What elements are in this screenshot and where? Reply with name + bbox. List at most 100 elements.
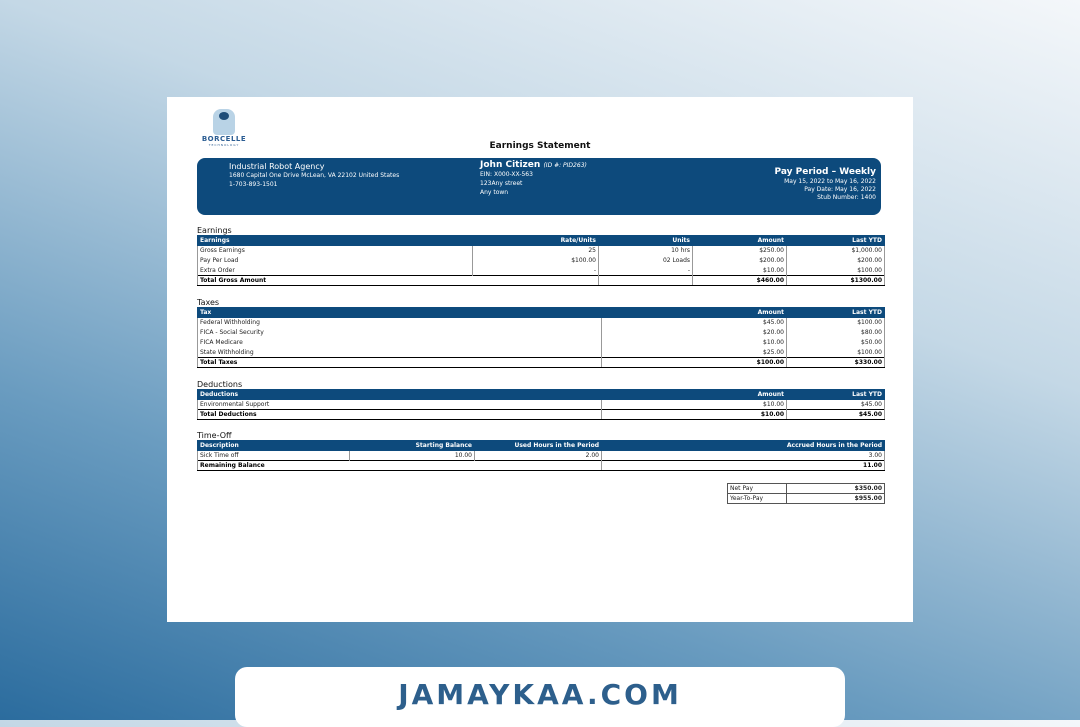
table-row: Pay Per Load $100.00 02 Loads $200.00 $200.0… [197, 255, 885, 266]
deductions-section: Deductions Deductions Amount Last YTD Envi… [197, 380, 885, 420]
col-header: Tax [197, 307, 602, 318]
earnings-statement: BORCELLE TECHNOLOGY Earnings Statement I… [167, 97, 913, 622]
cell: Sick Time off [197, 450, 350, 461]
cell: 3.00 [601, 450, 885, 461]
total-row: Total Deductions $10.00 $45.00 [197, 409, 885, 420]
pay-period-title: Pay Period – Weekly [774, 167, 876, 177]
net-pay-summary: Net Pay $350.00 Year-To-Pay $955.00 [727, 483, 885, 504]
cell: Gross Earnings [197, 245, 473, 256]
cell: Total Deductions [197, 409, 602, 420]
employee-street: 123Any street [480, 180, 523, 187]
stub-number: Stub Number: 1400 [817, 194, 876, 201]
cell: FICA - Social Security [197, 327, 602, 338]
cell: $200.00 [692, 255, 787, 266]
table-row: Federal Withholding $45.00 $100.00 [197, 317, 885, 328]
cell: $10.00 [601, 399, 787, 410]
cell: 11.00 [601, 460, 885, 471]
company-info: Industrial Robot Agency 1680 Capital One… [229, 162, 399, 189]
cell: Year-To-Pay [727, 493, 787, 504]
cell: State Withholding [197, 347, 602, 358]
year-to-pay-row: Year-To-Pay $955.00 [727, 493, 885, 504]
col-header: Used Hours in the Period [474, 440, 602, 451]
deductions-table: Deductions Amount Last YTD Environmental S… [197, 389, 885, 420]
earnings-table: Earnings Rate/Units Units Amount Last YTD Gr… [197, 235, 885, 286]
cell: 02 Loads [598, 255, 693, 266]
total-row: Remaining Balance 11.00 [197, 460, 885, 471]
pay-period-range: May 15, 2022 to May 16, 2022 [784, 178, 876, 185]
cell: $955.00 [786, 493, 885, 504]
employee-info: John Citizen (ID #: PID263) EIN: X000-XX… [480, 161, 587, 197]
cell: $50.00 [786, 337, 885, 348]
cell: $20.00 [601, 327, 787, 338]
timeoff-section: Time-Off Description Starting Balance Used… [197, 431, 885, 471]
employee-ein: EIN: X000-XX-563 [480, 171, 533, 178]
employee-id: (ID #: PID263) [543, 162, 587, 169]
company-logo: BORCELLE TECHNOLOGY [200, 109, 248, 147]
net-pay-row: Net Pay $350.00 [727, 483, 885, 494]
col-header: Amount [601, 307, 787, 318]
col-header: Amount [692, 235, 787, 246]
section-heading: Taxes [197, 298, 220, 307]
cell: $80.00 [786, 327, 885, 338]
col-header: Description [197, 440, 350, 451]
employee-name: John Citizen [480, 160, 541, 170]
cell [598, 275, 693, 286]
table-row: FICA Medicare $10.00 $50.00 [197, 337, 885, 348]
company-address: 1680 Capital One Drive McLean, VA 22102 … [229, 172, 400, 179]
section-heading: Time-Off [197, 431, 232, 440]
earnings-section: Earnings Earnings Rate/Units Units Amount La… [197, 226, 885, 286]
cell: FICA Medicare [197, 337, 602, 348]
table-row: Sick Time off 10.00 2.00 3.00 [197, 450, 885, 461]
taxes-section: Taxes Tax Amount Last YTD Federal Withhold… [197, 298, 885, 368]
cell: $10.00 [601, 337, 787, 348]
cell: $45.00 [601, 317, 787, 328]
company-name: Industrial Robot Agency [229, 162, 325, 171]
cell: Federal Withholding [197, 317, 602, 328]
cell: - [598, 265, 693, 276]
col-header: Deductions [197, 389, 602, 400]
cell: Environmental Support [197, 399, 602, 410]
logo-sub: TECHNOLOGY [208, 143, 240, 147]
table-row: Extra Order - - $10.00 $100.00 [197, 265, 885, 276]
cell: Total Gross Amount [197, 275, 599, 286]
document-title: Earnings Statement [489, 141, 591, 151]
table-row: Environmental Support $10.00 $45.00 [197, 399, 885, 410]
col-header: Rate/Units [472, 235, 599, 246]
col-header: Starting Balance [349, 440, 475, 451]
cell: Net Pay [727, 483, 787, 494]
cell: $250.00 [692, 245, 787, 256]
logo-name: BORCELLE [201, 135, 247, 143]
cell: $1300.00 [786, 275, 885, 286]
cell: $350.00 [786, 483, 885, 494]
total-row: Total Taxes $100.00 $330.00 [197, 357, 885, 368]
pay-date: Pay Date: May 16, 2022 [804, 186, 876, 193]
timeoff-table: Description Starting Balance Used Hours in… [197, 440, 885, 471]
cell: Pay Per Load [197, 255, 473, 266]
cell: $460.00 [692, 275, 787, 286]
cell: $100.00 [786, 317, 885, 328]
cell: $200.00 [786, 255, 885, 266]
col-header: Accrued Hours in the Period [601, 440, 885, 451]
cell: $25.00 [601, 347, 787, 358]
table-row: Gross Earnings 25 10 hrs $250.00 $1,000.00 [197, 245, 885, 256]
cell: $10.00 [692, 265, 787, 276]
col-header: Last YTD [786, 307, 885, 318]
cell: 10 hrs [598, 245, 693, 256]
col-header: Last YTD [786, 235, 885, 246]
cell: $100.00 [786, 265, 885, 276]
col-header: Amount [601, 389, 787, 400]
robot-icon [213, 109, 235, 135]
cell: 25 [472, 245, 599, 256]
col-header: Last YTD [786, 389, 885, 400]
cell: $100.00 [601, 357, 787, 368]
total-row: Total Gross Amount $460.00 $1300.00 [197, 275, 885, 286]
cell: 2.00 [474, 450, 602, 461]
cell: $330.00 [786, 357, 885, 368]
cell: $10.00 [601, 409, 787, 420]
cell: Remaining Balance [197, 460, 602, 471]
pay-period-info: Pay Period – Weekly May 15, 2022 to May … [774, 167, 876, 202]
table-row: State Withholding $25.00 $100.00 [197, 347, 885, 358]
cell: - [472, 265, 599, 276]
taxes-table: Tax Amount Last YTD Federal Withholding $45… [197, 307, 885, 368]
employee-town: Any town [480, 189, 509, 196]
